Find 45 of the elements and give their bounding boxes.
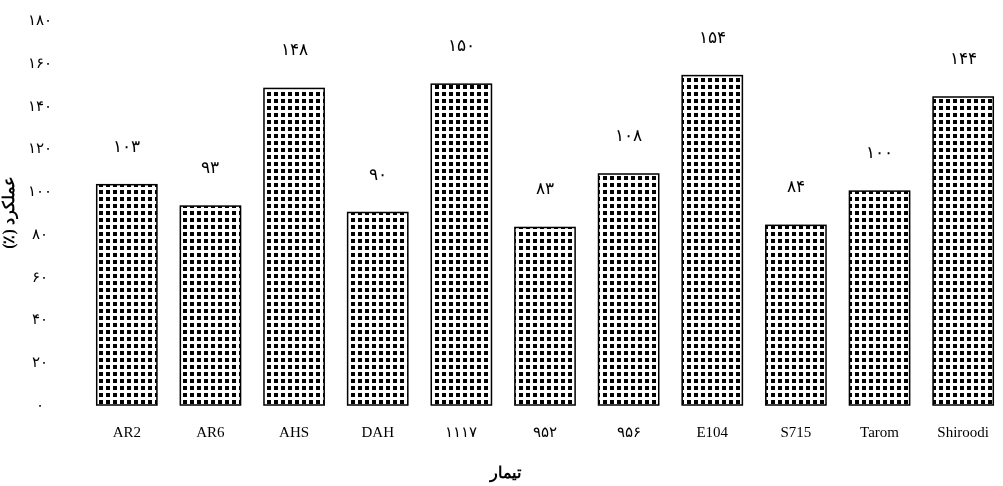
data-label: ۱۰۳: [113, 136, 141, 156]
y-tick-label: ۱۲۰: [28, 140, 52, 157]
x-tick-label: E104: [696, 424, 729, 440]
bar: [681, 74, 744, 406]
bar: [346, 211, 409, 406]
y-tick-label: ۶۰: [32, 268, 48, 285]
x-tick-label: S715: [780, 424, 812, 440]
data-label: ۹۰: [368, 164, 387, 184]
bar: [597, 173, 660, 406]
x-tick-label: ۹۵۶: [616, 424, 641, 440]
x-tick-label: Shiroodi: [937, 424, 990, 440]
y-tick-label: ۲۰: [32, 354, 48, 371]
y-axis-title: عملکرد (٪): [0, 176, 19, 249]
x-axis-title: تیمار: [488, 464, 522, 483]
bar: [263, 87, 325, 406]
y-tick-label: ۱۶۰: [28, 54, 52, 71]
x-tick-label: DAH: [361, 424, 395, 440]
bar: [765, 224, 827, 406]
bar: [430, 83, 493, 406]
y-tick-label: ۰: [36, 397, 44, 413]
x-tick-label: ۱۱۱۷: [445, 424, 478, 440]
data-label: ۹۳: [201, 158, 220, 178]
x-tick-label: AR6: [196, 424, 226, 440]
y-tick-label: ۸۰: [32, 225, 48, 242]
x-tick-label: Tarom: [860, 424, 900, 440]
y-tick-label: ۱۰۰: [28, 183, 52, 200]
x-tick-label: AR2: [112, 424, 141, 440]
y-tick-label: ۴۰: [32, 311, 48, 328]
x-tick-label: AHS: [279, 424, 310, 440]
data-label: ۱۵۰: [447, 36, 475, 56]
x-tick-label: ۹۵۲: [533, 424, 557, 440]
data-label: ۱۴۸: [280, 40, 308, 60]
data-label: ۸۴: [786, 177, 805, 197]
data-label: ۱۵۴: [698, 27, 726, 47]
bar: [514, 226, 576, 406]
y-tick-label: ۱۴۰: [28, 97, 52, 114]
data-label: ۱۰۸: [615, 126, 643, 145]
y-tick-label: ۱۸۰: [28, 12, 52, 28]
data-label: ۸۳: [536, 179, 554, 199]
bar: [95, 183, 158, 406]
bar: [179, 205, 242, 406]
bar: [932, 96, 995, 406]
data-label: ۱۴۴: [949, 49, 977, 68]
bar: [848, 190, 911, 406]
data-label: ۱۰۰: [866, 143, 894, 163]
